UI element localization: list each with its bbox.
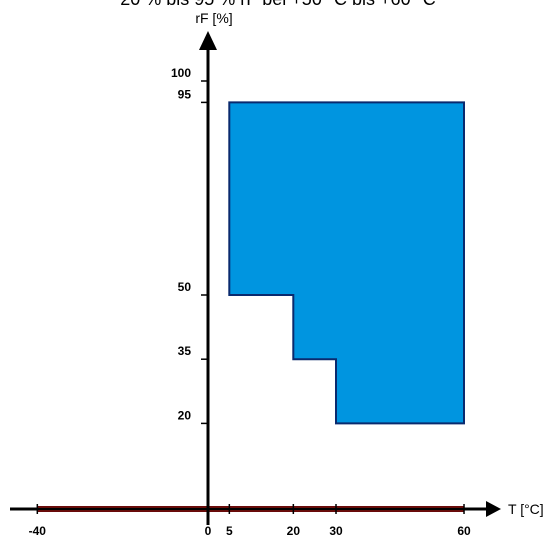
x-axis-label: T [°C]: [508, 501, 544, 517]
y-tick-label: 50: [178, 280, 192, 294]
humidity-area-polygon: [228, 101, 465, 425]
x-tick-label: 60: [457, 524, 471, 538]
x-tick-label: 30: [329, 524, 343, 538]
y-axis-label: rF [%]: [195, 10, 232, 26]
y-tick-label: 95: [178, 87, 192, 101]
chart-axes: [10, 31, 501, 525]
x-tick-label: 20: [287, 524, 301, 538]
y-tick-label: 35: [178, 344, 192, 358]
x-tick-label: 5: [226, 524, 233, 538]
y-axis-arrow-icon: [199, 31, 217, 50]
y-tick-label: 100: [171, 66, 191, 80]
chart-caption: 20 % bis 95 % rF bei +50 °C bis +60 °C: [120, 0, 436, 9]
chart-ticks: -40 0 5 20 30 60 20 35 50 95 100: [29, 66, 471, 538]
x-axis-arrow-icon: [486, 501, 501, 517]
x-tick-label: 0: [205, 524, 212, 538]
chart-marks: [36, 101, 465, 512]
x-tick-label: -40: [29, 524, 47, 538]
y-tick-label: 20: [178, 408, 192, 422]
